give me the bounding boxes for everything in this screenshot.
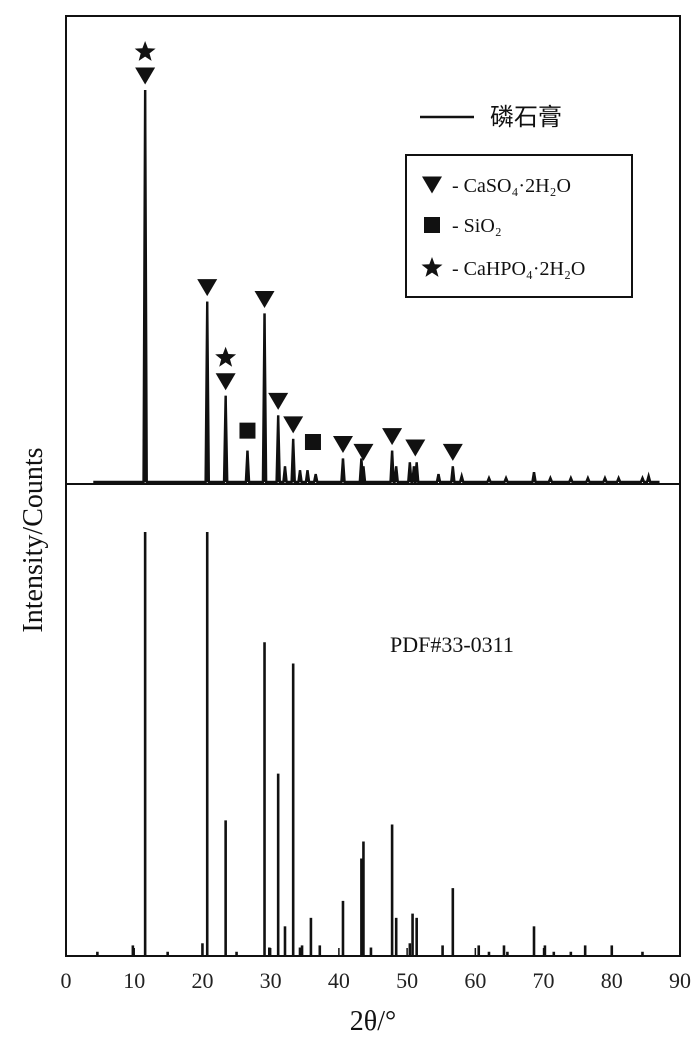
- x-tick-label: 10: [123, 968, 145, 993]
- legend-box: [405, 154, 633, 298]
- down-triangle-marker: [215, 373, 236, 391]
- legend-label-sio2: - SiO₂: [452, 215, 502, 237]
- x-tick-label: 90: [669, 968, 691, 993]
- star-marker: [421, 257, 443, 277]
- down-triangle-marker: [283, 416, 304, 434]
- square-marker: [239, 422, 256, 439]
- down-triangle-marker: [382, 428, 403, 446]
- legend-label-caso4: - CaSO₄·2H₂O: [452, 175, 571, 197]
- x-tick-label: 40: [328, 968, 350, 993]
- down-triangle-marker: [254, 290, 275, 308]
- down-triangle-marker: [197, 279, 218, 297]
- x-tick-label: 50: [396, 968, 418, 993]
- star-marker: [134, 41, 156, 61]
- down-triangle-marker: [135, 67, 156, 85]
- series-line-label: 磷石膏: [490, 103, 562, 131]
- sample-pattern-trace: [93, 89, 660, 484]
- x-axis-tick-labels: 0 10 20 30 40 50 60 70 80 90: [61, 968, 692, 993]
- reference-pattern-sticks: [96, 532, 644, 956]
- x-axis-title: 2θ/°: [350, 1006, 396, 1037]
- x-tick-label: 30: [260, 968, 282, 993]
- reference-label: PDF#33-0311: [390, 632, 514, 657]
- square-marker: [304, 434, 321, 450]
- down-triangle-marker: [353, 443, 374, 461]
- y-axis-title: Intensity/Counts: [18, 447, 49, 632]
- x-tick-label: 20: [191, 968, 213, 993]
- star-marker: [215, 346, 237, 367]
- plot-frame: [65, 15, 681, 957]
- phase-markers: [134, 41, 463, 461]
- down-triangle-marker: [268, 392, 289, 410]
- sample-pattern-line: [93, 89, 660, 484]
- x-tick-label: 70: [533, 968, 555, 993]
- legend-label-cahpo4: - CaHPO₄·2H₂O: [452, 258, 585, 280]
- legend-symbols: [421, 176, 443, 277]
- x-tick-label: 60: [464, 968, 486, 993]
- x-tick-label: 80: [601, 968, 623, 993]
- down-triangle-marker: [405, 439, 426, 457]
- down-triangle-marker: [422, 176, 442, 194]
- down-triangle-marker: [442, 443, 463, 461]
- x-tick-label: 0: [61, 968, 72, 993]
- down-triangle-marker: [332, 435, 353, 453]
- square-marker: [424, 217, 440, 233]
